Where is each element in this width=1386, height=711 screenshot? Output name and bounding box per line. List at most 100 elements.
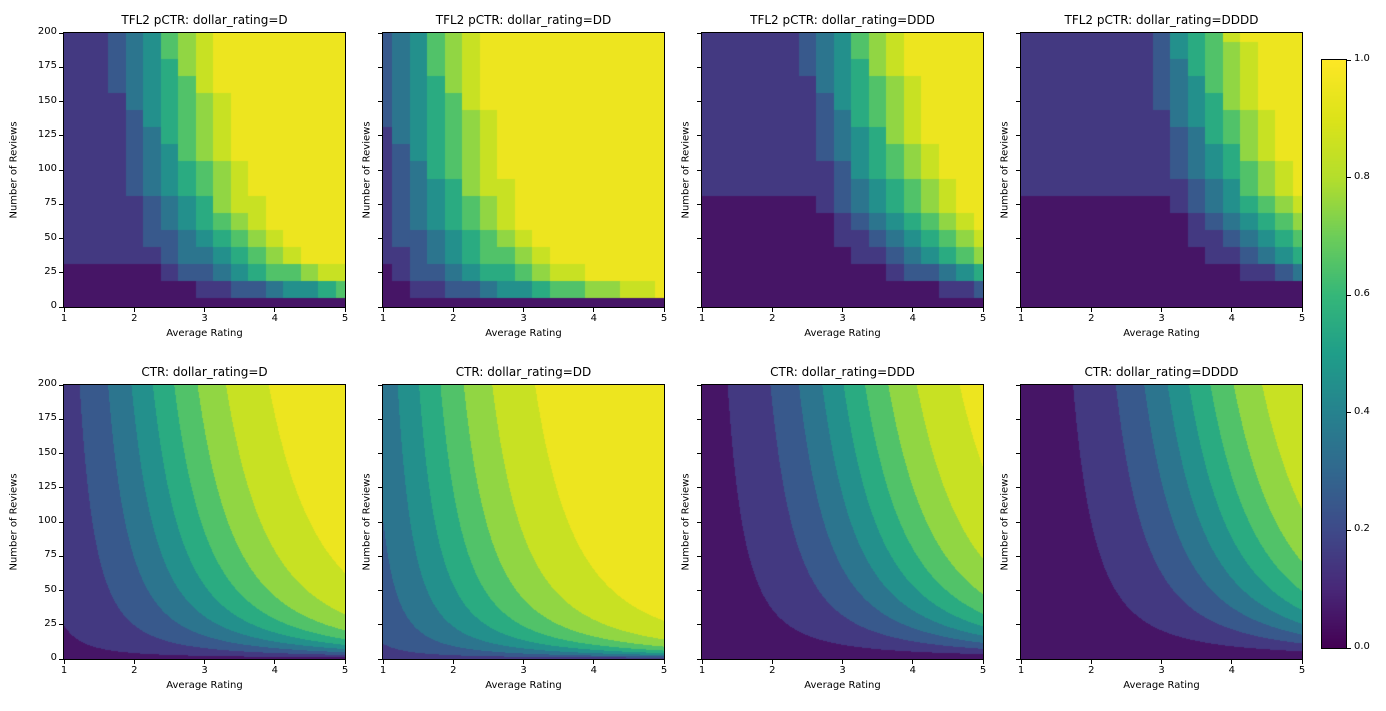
- x-tick-mark: [63, 660, 65, 664]
- y-tick-mark: [378, 306, 382, 308]
- y-tick-mark: [1016, 101, 1020, 102]
- y-tick-mark: [697, 238, 701, 239]
- x-tick-label: 5: [660, 313, 668, 324]
- x-tick-label: 1: [60, 665, 68, 676]
- y-tick-mark: [697, 418, 701, 420]
- x-axis-label: Average Rating: [166, 680, 243, 691]
- x-tick-label: 1: [60, 313, 68, 324]
- y-axis-label: Number of Reviews: [680, 473, 692, 571]
- y-tick-mark: [697, 32, 701, 34]
- y-tick-mark: [1016, 135, 1020, 137]
- y-tick-mark: [59, 238, 63, 239]
- y-tick-label: 75: [44, 197, 57, 209]
- x-tick-label: 2: [450, 665, 457, 676]
- y-tick-mark: [697, 272, 701, 274]
- x-tick-label: 2: [769, 665, 776, 676]
- y-tick-mark: [59, 487, 63, 489]
- subplot-title: CTR: dollar_rating=D: [141, 365, 268, 379]
- x-tick-label: 1: [379, 313, 387, 324]
- x-tick-mark: [1090, 308, 1092, 312]
- y-tick-label: 25: [44, 617, 57, 629]
- y-tick-mark: [697, 101, 701, 102]
- y-tick-mark: [1016, 555, 1020, 557]
- x-tick-label: 3: [520, 665, 527, 676]
- colorbar-gradient: [1321, 59, 1347, 649]
- y-tick-mark: [1016, 384, 1020, 386]
- x-tick-label: 1: [379, 665, 387, 676]
- y-tick-label: 25: [44, 265, 57, 277]
- y-tick-mark: [59, 658, 63, 660]
- colorbar-tick-mark: [1347, 294, 1351, 296]
- y-tick-label: 125: [37, 480, 57, 492]
- x-tick-mark: [771, 308, 773, 312]
- y-tick-mark: [697, 169, 701, 171]
- x-tick-mark: [1231, 660, 1233, 664]
- y-tick-mark: [1016, 203, 1020, 205]
- y-tick-label: 100: [37, 163, 57, 174]
- x-tick-mark: [63, 308, 65, 312]
- y-tick-mark: [59, 203, 63, 205]
- x-tick-label: 2: [131, 665, 138, 676]
- y-tick-mark: [378, 658, 382, 660]
- x-tick-mark: [912, 660, 914, 664]
- y-tick-label: 200: [37, 378, 57, 389]
- x-tick-mark: [912, 308, 914, 312]
- x-tick-mark: [663, 660, 665, 664]
- y-tick-label: 150: [37, 94, 57, 106]
- y-tick-mark: [1016, 658, 1020, 660]
- x-tick-mark: [1301, 660, 1303, 664]
- y-tick-mark: [1016, 418, 1020, 420]
- y-tick-label: 50: [44, 583, 57, 595]
- x-tick-mark: [663, 308, 665, 312]
- x-tick-mark: [593, 660, 595, 664]
- y-tick-mark: [378, 453, 382, 454]
- colorbar-tick-label: 0.6: [1354, 288, 1370, 300]
- y-tick-label: 125: [37, 128, 57, 140]
- x-tick-label: 3: [201, 665, 208, 676]
- x-tick-mark: [842, 308, 843, 312]
- y-tick-mark: [1016, 453, 1020, 454]
- y-axis-label: Number of Reviews: [361, 473, 373, 571]
- y-tick-mark: [378, 66, 382, 68]
- x-tick-label: 2: [769, 313, 776, 324]
- tfl2-pctr-ddd-canvas: [701, 32, 984, 308]
- y-tick-mark: [1016, 169, 1020, 171]
- y-tick-mark: [59, 384, 63, 386]
- x-tick-mark: [382, 308, 384, 312]
- x-tick-mark: [452, 308, 454, 312]
- x-tick-label: 5: [1298, 665, 1306, 676]
- y-tick-mark: [1016, 66, 1020, 68]
- y-tick-mark: [59, 521, 63, 523]
- y-tick-mark: [378, 135, 382, 137]
- x-tick-mark: [982, 660, 984, 664]
- colorbar-tick-mark: [1347, 59, 1351, 61]
- y-tick-mark: [697, 624, 701, 626]
- x-tick-label: 5: [341, 313, 349, 324]
- x-tick-mark: [204, 660, 205, 664]
- y-tick-mark: [59, 169, 63, 171]
- y-tick-mark: [59, 555, 63, 557]
- y-tick-mark: [378, 384, 382, 386]
- x-tick-label: 4: [271, 665, 278, 676]
- ctr-dd-canvas: [382, 384, 665, 660]
- colorbar-tick-label: 0.4: [1354, 405, 1370, 417]
- y-tick-mark: [378, 32, 382, 34]
- y-tick-label: 0: [50, 300, 57, 311]
- y-tick-mark: [378, 555, 382, 557]
- tfl2-pctr-d-canvas: [63, 32, 346, 308]
- x-tick-label: 4: [1228, 665, 1235, 676]
- x-axis-label: Average Rating: [804, 328, 881, 339]
- x-tick-label: 5: [1298, 313, 1306, 324]
- x-tick-mark: [133, 660, 135, 664]
- y-tick-mark: [378, 169, 382, 171]
- y-tick-mark: [59, 418, 63, 420]
- x-tick-label: 1: [698, 313, 706, 324]
- y-tick-mark: [697, 658, 701, 660]
- subplot-title: TFL2 pCTR: dollar_rating=D: [121, 13, 288, 27]
- colorbar-tick-mark: [1347, 647, 1351, 649]
- x-tick-mark: [382, 660, 384, 664]
- x-tick-label: 4: [909, 665, 916, 676]
- x-tick-label: 3: [201, 313, 208, 324]
- x-tick-mark: [701, 660, 703, 664]
